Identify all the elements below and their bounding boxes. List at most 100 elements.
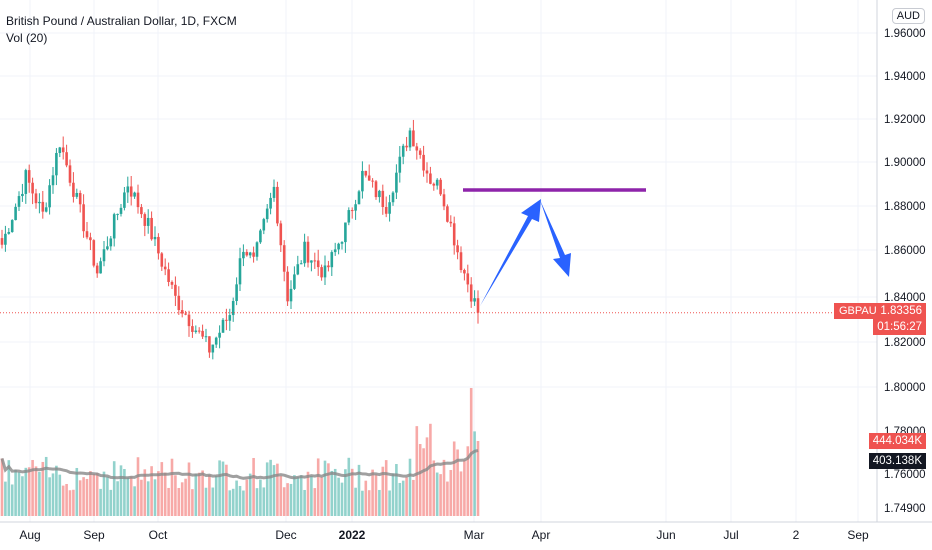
volume-bar xyxy=(72,489,75,516)
candle-body xyxy=(17,196,21,207)
candle-body xyxy=(228,315,232,321)
volume-bar xyxy=(306,471,310,516)
volume-bar xyxy=(82,477,85,516)
volume-bar xyxy=(92,474,96,516)
volume-bar xyxy=(170,458,174,516)
volume-bar xyxy=(55,465,58,516)
candle-body xyxy=(31,182,34,194)
volume-bar xyxy=(24,467,28,516)
volume-bar xyxy=(378,489,381,516)
volume-bar xyxy=(177,487,181,516)
candle-body xyxy=(146,217,150,226)
time-tick-label: Jul xyxy=(723,528,738,542)
volume-bar xyxy=(208,474,211,516)
price-tick-label: 1.86000 xyxy=(884,245,926,257)
volume-bar xyxy=(58,474,62,516)
volume-bar xyxy=(374,474,378,516)
down-arrow-icon xyxy=(540,200,571,277)
candle-body xyxy=(296,264,300,275)
candle-body xyxy=(177,295,181,311)
candle-body xyxy=(109,238,113,247)
volume-bar xyxy=(225,464,228,516)
volume-bar xyxy=(17,472,21,516)
candle-body xyxy=(92,240,96,266)
volume-bar xyxy=(201,470,204,516)
time-tick-label: Jun xyxy=(656,528,675,542)
volume-indicator-label[interactable]: Vol (20) xyxy=(6,31,48,45)
volume-bar xyxy=(78,480,82,516)
volume-bar xyxy=(31,459,34,516)
candle-body xyxy=(276,186,279,224)
candle-body xyxy=(218,332,221,338)
volume-bar xyxy=(109,489,113,516)
candle-body xyxy=(34,193,38,204)
candle-body xyxy=(347,210,351,223)
candle-body xyxy=(235,284,238,302)
volume-bar xyxy=(310,475,313,516)
chart-title[interactable]: British Pound / Australian Dollar, 1D, F… xyxy=(6,14,237,28)
candle-body xyxy=(72,182,75,197)
volume-bar xyxy=(364,480,368,516)
candle-body xyxy=(476,298,480,313)
price-tick-label: 1.76000 xyxy=(884,469,926,481)
volume-bar xyxy=(10,484,14,516)
time-tick-label: Oct xyxy=(149,528,168,542)
candle-body xyxy=(82,204,85,232)
candle-body xyxy=(395,172,398,193)
candle-body xyxy=(293,274,296,289)
candle-body xyxy=(55,152,58,176)
volume-bar xyxy=(442,459,446,516)
currency-button[interactable]: AUD xyxy=(891,8,925,24)
volume-bar xyxy=(452,441,456,516)
volume-bar xyxy=(293,475,296,516)
candle-body xyxy=(384,207,388,214)
volume-bar xyxy=(401,480,405,516)
candle-body xyxy=(422,154,425,171)
time-tick-label: Mar xyxy=(464,528,485,542)
candle-body xyxy=(238,258,242,285)
volume-bar xyxy=(160,462,164,516)
candle-body xyxy=(473,298,476,302)
volume-bar xyxy=(112,461,116,516)
volume-bar xyxy=(231,488,235,516)
volume-bar xyxy=(439,474,442,516)
candle-body xyxy=(153,236,157,240)
candle-body xyxy=(221,319,225,333)
candle-body xyxy=(248,252,252,256)
volume-bar xyxy=(296,477,300,516)
candle-body xyxy=(0,238,4,245)
volume-ma-tag: 403.138K xyxy=(868,453,926,469)
volume-bar xyxy=(218,460,221,516)
candle-body xyxy=(279,223,283,246)
volume-bar xyxy=(214,475,218,516)
volume-bar xyxy=(150,466,153,516)
volume-bar xyxy=(167,487,170,516)
volume-bar xyxy=(228,490,232,516)
volume-bar xyxy=(119,465,123,516)
candle-body xyxy=(357,191,361,205)
candle-body xyxy=(184,313,187,315)
candle-body xyxy=(10,220,14,233)
candle-body xyxy=(371,180,374,182)
volume-bar xyxy=(14,469,17,516)
volume-bar xyxy=(303,489,306,516)
volume-bar xyxy=(174,475,177,516)
volume-bars xyxy=(0,388,480,516)
volume-bar xyxy=(255,488,259,516)
candle-body xyxy=(340,242,344,244)
candle-body xyxy=(265,208,269,220)
volume-bar xyxy=(361,490,364,516)
candle-body xyxy=(89,237,92,241)
volume-bar xyxy=(279,475,283,516)
candle-body xyxy=(364,170,368,176)
candle-body xyxy=(136,192,140,208)
candle-body xyxy=(412,130,415,147)
candle-body xyxy=(282,245,286,272)
price-tick-label: 1.82000 xyxy=(884,337,926,349)
time-axis-labels: Aug Sep Oct Dec 2022 Mar Apr Jun Jul 2 Sep xyxy=(19,528,869,542)
candle-body xyxy=(225,319,228,321)
candle-body xyxy=(299,263,303,265)
candle-body xyxy=(65,152,68,166)
candle-body xyxy=(197,330,201,332)
